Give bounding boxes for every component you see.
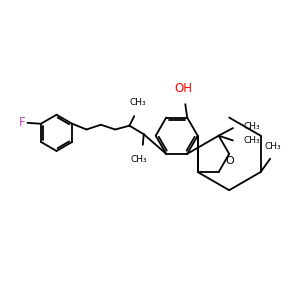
Text: CH₃: CH₃ xyxy=(131,155,147,164)
Text: CH₃: CH₃ xyxy=(244,136,260,145)
Text: CH₃: CH₃ xyxy=(244,122,260,131)
Text: CH₃: CH₃ xyxy=(265,142,281,151)
Text: O: O xyxy=(226,157,235,166)
Text: CH₃: CH₃ xyxy=(130,98,146,106)
Text: F: F xyxy=(19,116,25,129)
Text: OH: OH xyxy=(174,82,192,94)
